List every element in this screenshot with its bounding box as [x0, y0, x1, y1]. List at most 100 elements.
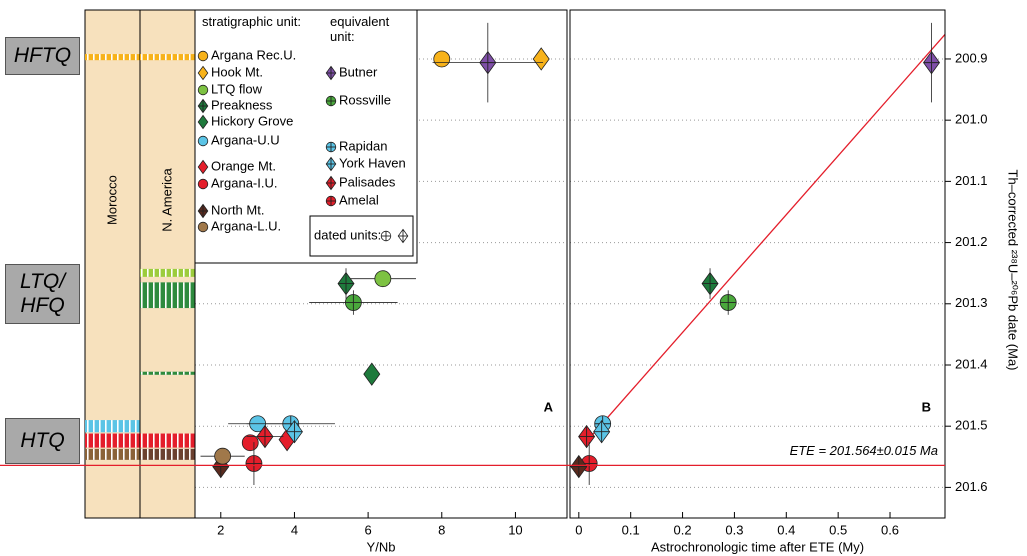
marker-shape: [197, 114, 209, 130]
marker-shape: [197, 135, 209, 147]
legend-marker: [197, 65, 209, 81]
legend-marker: [197, 159, 209, 175]
dated-box: [309, 215, 414, 257]
marker: [214, 447, 232, 465]
marker-shape: [374, 270, 392, 288]
panel-label: A: [544, 399, 554, 414]
legend-title: stratigraphic unit:: [202, 14, 301, 29]
marker: [285, 420, 303, 444]
y-axis-label: Th–corrected ²³⁸U–²⁰⁶Pb date (Ma): [1006, 170, 1021, 371]
y-tick-label: 201.0: [955, 112, 988, 127]
marker: [380, 230, 392, 242]
panel-label: B: [922, 399, 931, 414]
y-tick-label: 201.3: [955, 295, 988, 310]
marker: [701, 271, 719, 296]
marker-shape: [241, 434, 259, 452]
band-hatch: [140, 448, 195, 460]
marker: [374, 270, 392, 288]
marker-shape: [197, 50, 209, 62]
plot-frame: [569, 9, 946, 519]
legend-marker: [325, 195, 337, 207]
marker-shape: [433, 50, 451, 68]
band-hatch: [140, 371, 195, 375]
marker: [570, 454, 588, 479]
zone-label: HFTQ: [5, 37, 80, 75]
marker: [719, 294, 737, 311]
marker-shape: [197, 221, 209, 233]
y-tick-label: 200.9: [955, 50, 988, 65]
strat-column: [139, 9, 196, 519]
y-tick-label: 201.5: [955, 418, 988, 433]
legend-label: Argana-L.U.: [211, 218, 281, 233]
x-tick-label: 0.1: [622, 522, 640, 537]
legend-marker: [197, 221, 209, 233]
legend-label: Argana Rec.U.: [211, 47, 296, 62]
legend-label: York Haven: [339, 155, 406, 170]
x-tick-label: 2: [217, 522, 224, 537]
legend-marker: [325, 156, 337, 172]
plot-area: [570, 10, 945, 518]
marker: [337, 271, 355, 296]
legend-title: equivalent unit:: [330, 14, 390, 44]
strat-column: [84, 9, 141, 519]
legend-label: Amelal: [339, 192, 379, 207]
marker: [479, 50, 497, 75]
marker: [256, 424, 274, 449]
marker-shape: [197, 178, 209, 190]
legend-marker: [325, 95, 337, 107]
legend-label: LTQ flow: [211, 81, 263, 96]
legend-label: Butner: [339, 64, 378, 79]
legend-marker: [197, 98, 209, 114]
marker: [397, 228, 409, 244]
x-tick-label: 0.5: [829, 522, 847, 537]
legend-marker: [197, 84, 209, 96]
y-tick-label: 201.6: [955, 479, 988, 494]
x-tick-label: 0.2: [674, 522, 692, 537]
marker: [593, 420, 611, 444]
x-tick-label: 10: [508, 522, 522, 537]
legend-label: Hickory Grove: [211, 113, 293, 128]
marker-shape: [197, 84, 209, 96]
zone-label: LTQ/ HFQ: [5, 264, 80, 324]
legend-label: Orange Mt.: [211, 158, 276, 173]
dated-label: dated units:: [314, 227, 381, 242]
band-hatch: [140, 54, 195, 61]
marker: [245, 455, 263, 472]
legend-label: Preakness: [211, 97, 273, 112]
column-label: N. America: [159, 167, 174, 231]
band-hatch: [85, 54, 140, 61]
marker-shape: [214, 447, 232, 465]
marker: [241, 434, 259, 452]
legend-label: Hook Mt.: [211, 64, 263, 79]
legend-label: North Mt.: [211, 202, 264, 217]
legend-marker: [197, 135, 209, 147]
x-tick-label: 0.4: [777, 522, 795, 537]
x-tick-label: 0: [575, 522, 582, 537]
band-hatch: [140, 282, 195, 309]
marker: [344, 294, 362, 311]
marker-shape: [197, 65, 209, 81]
x-axis-label: Astrochronologic time after ETE (My): [651, 539, 864, 554]
column-label: Morocco: [104, 175, 119, 225]
y-tick-label: 201.4: [955, 356, 988, 371]
x-tick-label: 8: [438, 522, 445, 537]
legend-label: Rossville: [339, 92, 391, 107]
marker-shape: [532, 47, 550, 71]
legend-marker: [197, 203, 209, 219]
marker: [363, 362, 381, 386]
zone-label: HTQ: [5, 418, 80, 464]
legend-marker: [197, 50, 209, 62]
marker: [923, 50, 941, 75]
fit-line: [588, 34, 946, 439]
ete-label: ETE = 201.564±0.015 Ma: [790, 443, 938, 458]
x-axis-label: Y/Nb: [367, 539, 396, 554]
band-hatch: [85, 448, 140, 460]
x-tick-label: 4: [291, 522, 298, 537]
band-hatch: [140, 268, 195, 277]
legend-marker: [325, 141, 337, 153]
legend-label: Rapidan: [339, 138, 387, 153]
legend-label: Argana-I.U.: [211, 175, 277, 190]
y-tick-label: 201.2: [955, 234, 988, 249]
